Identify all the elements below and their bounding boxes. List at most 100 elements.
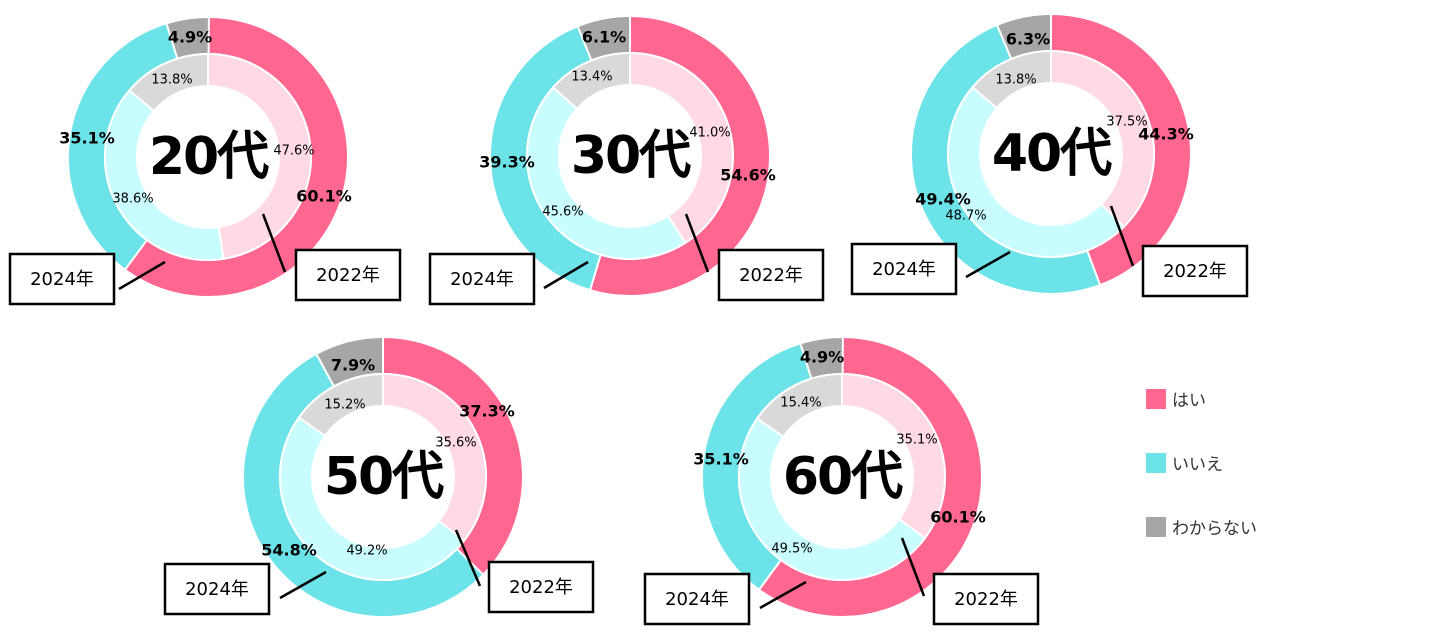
- callout-line-2022: [454, 529, 482, 587]
- outer-value-label: 49.4%: [915, 190, 971, 209]
- callout-line-2024: [279, 570, 327, 600]
- series-label-2024: 2024年: [8, 252, 116, 306]
- inner-slice-3: [971, 49, 1052, 110]
- donut-chart-1: [67, 15, 349, 298]
- inner-slice-2: [947, 85, 1126, 258]
- inner-value-label: 13.4%: [571, 70, 612, 85]
- legend-swatch-no: [1146, 452, 1166, 473]
- series-label-2024-text: 2024年: [450, 269, 514, 290]
- series-label-2024-box: [163, 562, 271, 616]
- series-label-2024-box: [643, 572, 751, 626]
- inner-slice-2: [279, 416, 466, 582]
- series-label-2022-box: [932, 572, 1040, 626]
- legend-swatch-unknown: [1146, 516, 1166, 537]
- series-label-2022: 2022年: [717, 248, 825, 302]
- inner-slice-3: [551, 51, 631, 111]
- callout-line-2024: [965, 250, 1011, 279]
- series-label-2024: 2024年: [643, 572, 751, 626]
- outer-value-label: 7.9%: [331, 356, 375, 375]
- outer-value-label: 35.1%: [693, 450, 749, 469]
- outer-value-label: 54.6%: [720, 166, 776, 185]
- series-label-2024-box: [428, 252, 536, 306]
- outer-value-label: 35.1%: [59, 129, 115, 148]
- series-label-2024-text: 2024年: [665, 589, 729, 610]
- series-label-2022-box: [717, 248, 825, 302]
- inner-value-label: 47.6%: [273, 144, 314, 159]
- series-label-2022-box: [1141, 244, 1249, 298]
- legend-item-yes: はい: [1146, 386, 1206, 411]
- series-label-2022-box: [294, 248, 402, 302]
- inner-value-label: 49.2%: [346, 544, 387, 559]
- series-label-2022: 2022年: [294, 248, 402, 302]
- legend-swatch-yes: [1146, 388, 1166, 409]
- series-label-2024-box: [850, 242, 958, 296]
- outer-value-label: 6.1%: [582, 28, 626, 47]
- series-label-2024: 2024年: [428, 252, 536, 306]
- callout-line-2022: [900, 537, 926, 597]
- inner-slice-1: [1050, 49, 1155, 229]
- series-label-2024-text: 2024年: [872, 259, 936, 280]
- inner-slice-1: [207, 52, 312, 260]
- inner-value-label: 48.7%: [945, 209, 986, 224]
- inner-value-label: 45.6%: [542, 205, 583, 220]
- callout-line-2022: [261, 213, 287, 273]
- series-label-2024: 2024年: [163, 562, 271, 616]
- outer-value-label: 6.3%: [1006, 30, 1050, 49]
- series-label-2024-text: 2024年: [185, 579, 249, 600]
- series-label-2022-text: 2022年: [739, 265, 803, 286]
- inner-value-label: 37.5%: [1106, 115, 1147, 130]
- inner-value-label: 49.5%: [771, 542, 812, 557]
- inner-slice-2: [526, 85, 687, 260]
- donut-chart-2: [489, 14, 771, 297]
- center-title: 50代: [324, 447, 444, 507]
- inner-value-label: 41.0%: [689, 126, 730, 141]
- inner-slice-2: [738, 417, 927, 581]
- callout-line-2024: [543, 260, 589, 290]
- series-label-2022-text: 2022年: [316, 265, 380, 286]
- outer-value-label: 37.3%: [459, 402, 515, 421]
- series-label-2022: 2022年: [487, 560, 595, 614]
- series-label-2024: 2024年: [850, 242, 958, 296]
- inner-value-label: 13.8%: [151, 73, 192, 88]
- series-label-2022-text: 2022年: [509, 577, 573, 598]
- series-label-2022-text: 2022年: [1163, 261, 1227, 282]
- legend-item-unknown: わからない: [1146, 514, 1257, 539]
- series-label-2022-text: 2022年: [954, 589, 1018, 610]
- legend-label-unknown: わからない: [1172, 519, 1257, 539]
- inner-value-label: 15.4%: [780, 396, 821, 411]
- inner-slice-3: [297, 372, 384, 438]
- outer-value-label: 44.3%: [1138, 125, 1194, 144]
- donut-chart-3: [910, 12, 1192, 295]
- callout-line-2022: [1109, 205, 1135, 267]
- legend-label-yes: はい: [1172, 391, 1206, 411]
- legend-item-no: いいえ: [1146, 450, 1223, 475]
- series-label-2022: 2022年: [1141, 244, 1249, 298]
- outer-value-label: 4.9%: [800, 348, 844, 367]
- series-label-2024-text: 2024年: [30, 269, 94, 290]
- inner-value-label: 13.8%: [995, 73, 1036, 88]
- donut-chart-4: [242, 335, 524, 618]
- inner-slice-1: [629, 51, 734, 245]
- inner-value-label: 15.2%: [324, 398, 365, 413]
- series-label-2022-box: [487, 560, 595, 614]
- inner-slice-3: [128, 52, 209, 113]
- center-title: 40代: [992, 124, 1112, 184]
- center-title: 30代: [571, 126, 691, 186]
- inner-slice-3: [755, 372, 843, 439]
- callout-line-2024: [759, 580, 807, 610]
- callout-line-2024: [118, 260, 166, 291]
- outer-value-label: 54.8%: [261, 541, 317, 560]
- series-label-2024-box: [8, 252, 116, 306]
- inner-value-label: 35.6%: [435, 436, 476, 451]
- outer-value-label: 60.1%: [930, 508, 986, 527]
- legend-label-no: いいえ: [1172, 455, 1223, 475]
- outer-value-label: 60.1%: [296, 187, 352, 206]
- callout-line-2022: [684, 213, 710, 273]
- center-title: 20代: [149, 127, 269, 187]
- inner-value-label: 38.6%: [112, 192, 153, 207]
- inner-value-label: 35.1%: [896, 433, 937, 448]
- outer-value-label: 39.3%: [479, 153, 535, 172]
- series-label-2022: 2022年: [932, 572, 1040, 626]
- inner-slice-1: [382, 372, 487, 543]
